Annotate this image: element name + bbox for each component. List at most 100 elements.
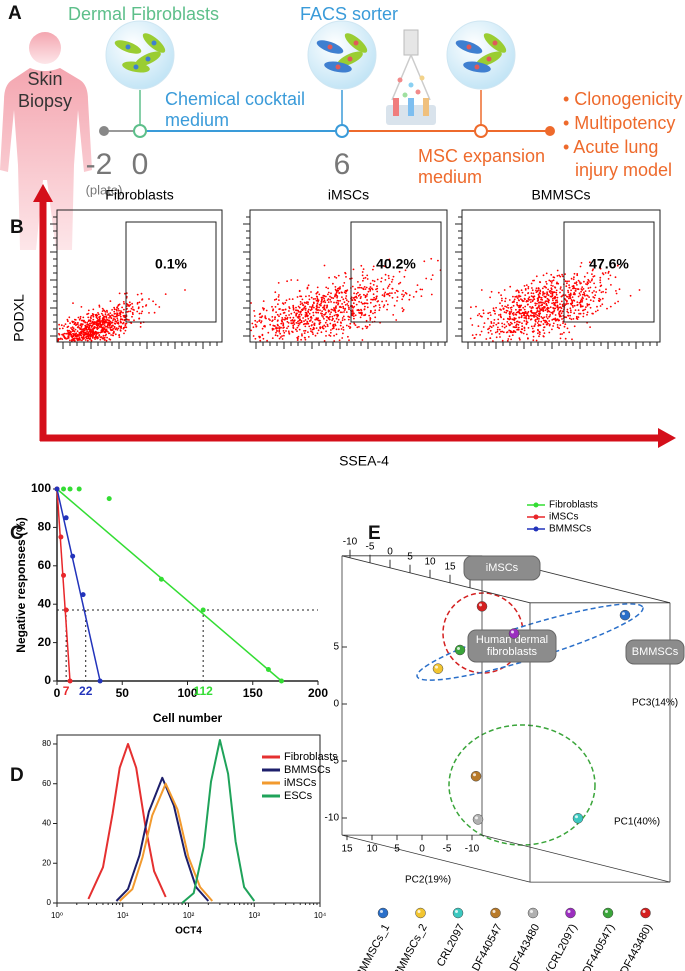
event-dot — [262, 337, 265, 340]
event-dot — [535, 315, 537, 318]
event-dot — [310, 308, 313, 311]
event-dot — [80, 334, 83, 337]
cluster-ring — [448, 724, 596, 846]
event-dot — [383, 294, 386, 297]
event-dot — [609, 274, 612, 277]
event-dot — [535, 291, 538, 294]
event-dot — [492, 309, 495, 312]
event-dot — [576, 274, 579, 277]
event-dot — [405, 292, 408, 295]
event-dot — [313, 322, 316, 325]
event-dot — [262, 300, 265, 302]
event-dot — [540, 316, 543, 318]
event-dot — [63, 337, 66, 339]
event-dot — [554, 317, 557, 320]
event-dot — [87, 316, 90, 319]
event-dot — [512, 331, 515, 334]
event-dot — [556, 305, 559, 307]
event-dot — [513, 298, 516, 301]
event-dot — [98, 319, 101, 322]
event-dot — [499, 336, 501, 338]
gate-percent: 40.2% — [376, 256, 416, 272]
event-dot — [320, 301, 323, 303]
event-dot — [570, 303, 573, 306]
event-dot — [277, 319, 279, 322]
event-dot — [269, 319, 271, 321]
event-dot — [116, 312, 118, 314]
event-dot — [470, 306, 472, 309]
event-dot — [102, 320, 105, 323]
event-dot — [338, 309, 341, 312]
event-dot — [333, 301, 335, 304]
event-dot — [342, 298, 345, 301]
event-dot — [74, 319, 77, 321]
node — [474, 124, 488, 138]
event-dot — [120, 327, 122, 329]
event-dot — [537, 298, 539, 301]
event-dot — [556, 324, 559, 326]
event-dot — [381, 294, 384, 296]
event-dot — [323, 317, 325, 320]
event-dot — [141, 310, 144, 313]
event-dot — [101, 307, 104, 310]
event-dot — [543, 302, 546, 305]
event-dot — [322, 300, 325, 303]
event-dot — [345, 295, 348, 297]
event-dot — [533, 298, 536, 301]
event-dot — [123, 308, 125, 311]
legend-label: DF443480 — [508, 922, 543, 971]
event-dot — [327, 287, 329, 290]
event-dot — [335, 301, 338, 304]
event-dot — [573, 299, 576, 302]
event-dot — [530, 325, 533, 328]
highlight — [511, 630, 514, 634]
event-dot — [504, 300, 506, 303]
event-dot — [537, 289, 539, 292]
event-dot — [82, 335, 85, 338]
event-dot — [71, 328, 73, 331]
event-dot — [542, 323, 545, 325]
event-dot — [524, 294, 527, 296]
event-dot — [110, 334, 112, 336]
event-dot — [77, 335, 79, 337]
event-dot — [538, 304, 540, 307]
x-tick-label: 150 — [243, 686, 263, 700]
event-dot — [104, 313, 107, 316]
series-line — [119, 782, 214, 902]
event-dot — [294, 328, 297, 331]
event-dot — [308, 320, 311, 322]
event-dot — [542, 329, 545, 331]
event-dot — [379, 306, 381, 309]
event-dot — [317, 319, 320, 322]
y-tick-label: 20 — [42, 858, 51, 867]
event-dot — [356, 326, 359, 329]
event-dot — [118, 309, 120, 312]
event-dot — [263, 325, 265, 328]
event-dot — [482, 326, 485, 328]
event-dot — [57, 339, 59, 342]
event-dot — [489, 296, 491, 299]
event-dot — [518, 316, 520, 319]
day: -2 — [86, 148, 113, 181]
event-dot — [119, 315, 122, 318]
event-dot — [271, 327, 274, 330]
event-dot — [123, 302, 125, 305]
event-dot — [401, 298, 404, 301]
event-dot — [253, 310, 256, 312]
event-dot — [576, 301, 579, 303]
event-dot — [105, 317, 108, 319]
event-dot — [536, 322, 539, 324]
event-dot — [551, 290, 553, 293]
event-dot — [323, 324, 326, 327]
event-dot — [105, 315, 107, 318]
event-dot — [536, 302, 538, 305]
event-dot — [521, 291, 524, 294]
event-dot — [124, 329, 127, 332]
event-dot — [538, 296, 540, 298]
highlight — [530, 910, 533, 913]
event-dot — [586, 295, 589, 297]
event-dot — [599, 285, 602, 288]
event-dot — [527, 317, 530, 320]
legend-label: BMMSCs — [549, 524, 591, 535]
